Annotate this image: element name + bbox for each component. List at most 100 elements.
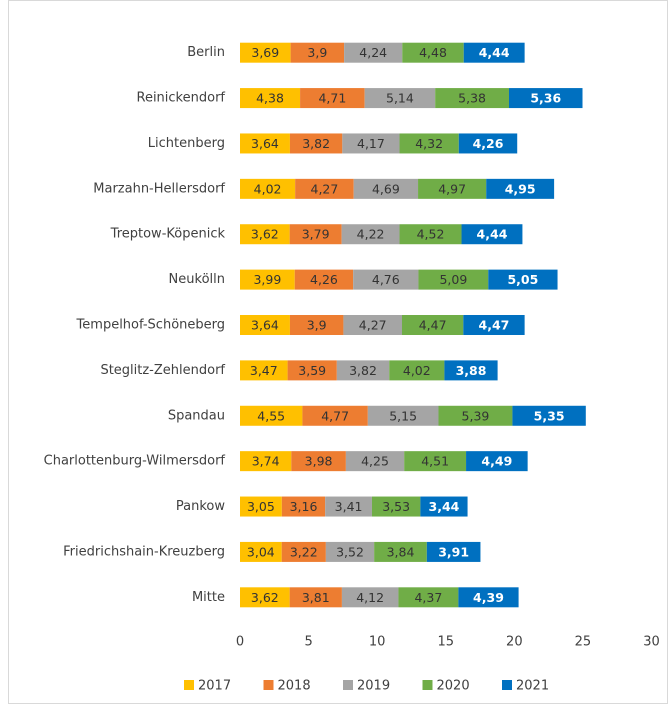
data-label: 4,22 <box>357 227 385 242</box>
legend-label: 2019 <box>357 679 390 694</box>
data-label: 4,26 <box>473 136 504 151</box>
bar-segment <box>240 42 291 63</box>
category-label: Treptow-Köpenick <box>110 227 226 242</box>
data-label: 3,41 <box>335 499 363 514</box>
x-tick-label: 0 <box>236 635 244 650</box>
bar-segment <box>291 451 346 472</box>
data-label: 4,17 <box>357 136 385 151</box>
bar-segment <box>240 587 290 608</box>
category-label: Steglitz-Zehlendorf <box>100 363 225 378</box>
data-label: 4,02 <box>254 181 282 196</box>
category-label: Neukölln <box>169 272 225 287</box>
data-label: 3,64 <box>251 136 279 151</box>
bar-segment <box>466 451 528 472</box>
data-label: 5,39 <box>462 408 490 423</box>
bar-segment <box>367 405 439 426</box>
bar-segment <box>463 42 525 63</box>
legend-swatch <box>263 680 274 690</box>
data-label: 3,99 <box>253 272 281 287</box>
bar-segment <box>295 178 354 199</box>
data-label: 4,47 <box>479 318 510 333</box>
bar-segment <box>426 541 481 562</box>
x-tick-label: 10 <box>369 635 386 650</box>
bar-segment <box>344 42 403 63</box>
bar-segment <box>240 496 282 517</box>
data-label: 4,32 <box>415 136 443 151</box>
data-label: 3,62 <box>251 227 279 242</box>
bar-segment <box>512 405 586 426</box>
data-label: 4,27 <box>311 181 339 196</box>
data-label: 3,9 <box>307 45 327 60</box>
category-label: Tempelhof-Schöneberg <box>76 318 225 333</box>
x-tick-label: 15 <box>437 635 454 650</box>
bar-segment <box>289 587 342 608</box>
bar-segment <box>374 541 427 562</box>
legend-swatch <box>422 680 433 690</box>
bar-segment <box>240 315 290 335</box>
bar-segment <box>300 88 365 109</box>
legend-label: 2020 <box>437 679 470 694</box>
bar-segment <box>240 451 292 472</box>
data-label: 5,15 <box>389 408 417 423</box>
category-label: Marzahn-Hellersdorf <box>93 181 225 196</box>
data-label: 4,51 <box>421 454 449 469</box>
bar-segment <box>353 269 419 290</box>
data-label: 4,02 <box>403 363 431 378</box>
data-label: 5,14 <box>386 91 414 106</box>
bar-segment <box>401 315 464 335</box>
data-label: 4,24 <box>359 45 387 60</box>
bar-segment <box>281 496 326 517</box>
category-label: Berlin <box>187 45 225 60</box>
bar-segment <box>371 496 421 517</box>
data-label: 3,52 <box>336 544 364 559</box>
data-label: 4,95 <box>505 181 536 196</box>
bar-segment <box>342 133 400 154</box>
data-label: 3,9 <box>307 318 327 333</box>
data-label: 4,48 <box>419 45 447 60</box>
legend-swatch <box>343 680 353 690</box>
bar-segment <box>336 360 390 381</box>
legend-label: 2018 <box>278 679 311 694</box>
data-label: 3,82 <box>302 136 330 151</box>
bar-segment <box>458 587 519 608</box>
data-label: 4,26 <box>310 272 338 287</box>
data-label: 3,81 <box>302 590 330 605</box>
bar-segment <box>240 269 295 290</box>
data-label: 3,82 <box>349 363 377 378</box>
x-tick-label: 30 <box>643 635 660 650</box>
bar-segment <box>404 451 467 472</box>
category-label: Pankow <box>176 499 225 514</box>
data-label: 4,77 <box>321 408 349 423</box>
data-label: 3,79 <box>302 227 330 242</box>
bar-segment <box>302 405 368 426</box>
category-label: Lichtenberg <box>148 136 225 151</box>
bar-segment <box>399 133 459 154</box>
bar-segment <box>240 178 296 199</box>
legend-swatch <box>502 680 512 690</box>
bar-segment <box>418 269 489 290</box>
bar-segment <box>461 224 523 245</box>
data-label: 4,39 <box>473 590 504 605</box>
data-label: 3,88 <box>456 363 487 378</box>
bar-segment <box>343 315 402 335</box>
data-label: 3,05 <box>247 499 275 514</box>
data-label: 3,44 <box>429 499 460 514</box>
data-label: 4,52 <box>417 227 445 242</box>
x-tick-label: 25 <box>575 635 592 650</box>
data-label: 4,44 <box>477 227 508 242</box>
bar-segment <box>325 541 375 562</box>
data-label: 4,38 <box>256 91 284 106</box>
bar-segment <box>463 315 525 335</box>
data-label: 4,69 <box>372 181 400 196</box>
data-label: 5,09 <box>439 272 467 287</box>
category-label: Spandau <box>168 408 225 423</box>
data-label: 4,97 <box>438 181 466 196</box>
bar-segment <box>281 541 326 562</box>
data-label: 5,05 <box>507 272 538 287</box>
bar-segment <box>287 360 337 381</box>
bar-segment <box>289 133 343 154</box>
data-label: 4,27 <box>359 318 387 333</box>
data-label: 3,74 <box>252 454 280 469</box>
bar-segment <box>488 269 558 290</box>
category-label: Friedrichshain-Kreuzberg <box>63 544 225 559</box>
